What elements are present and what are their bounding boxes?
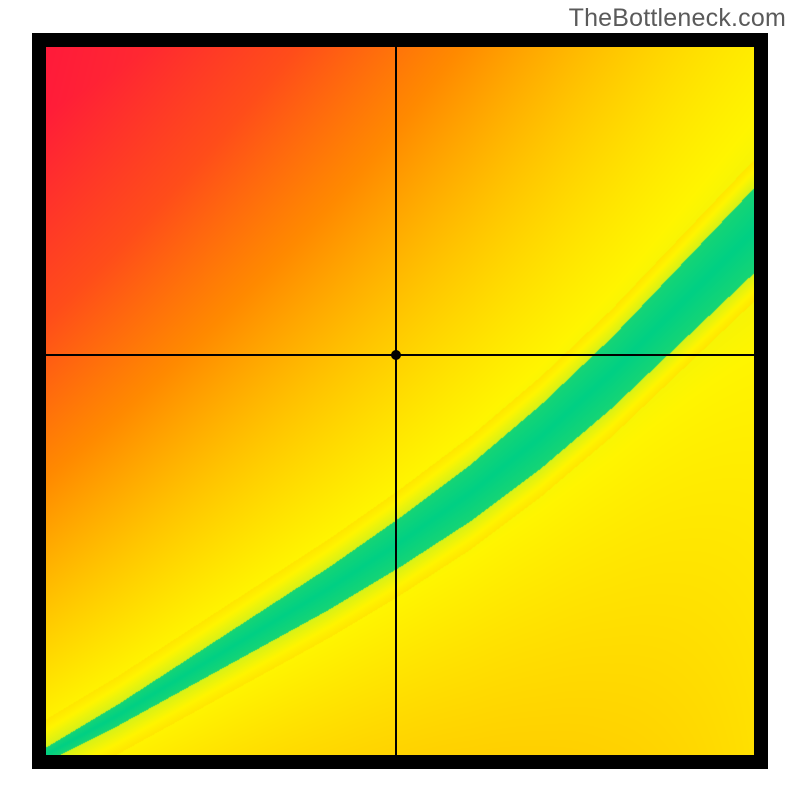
chart-container: TheBottleneck.com [0, 0, 800, 800]
crosshair-vertical [395, 47, 397, 755]
plot-frame [32, 33, 768, 769]
watermark-text: TheBottleneck.com [569, 4, 786, 33]
crosshair-point [391, 350, 401, 360]
